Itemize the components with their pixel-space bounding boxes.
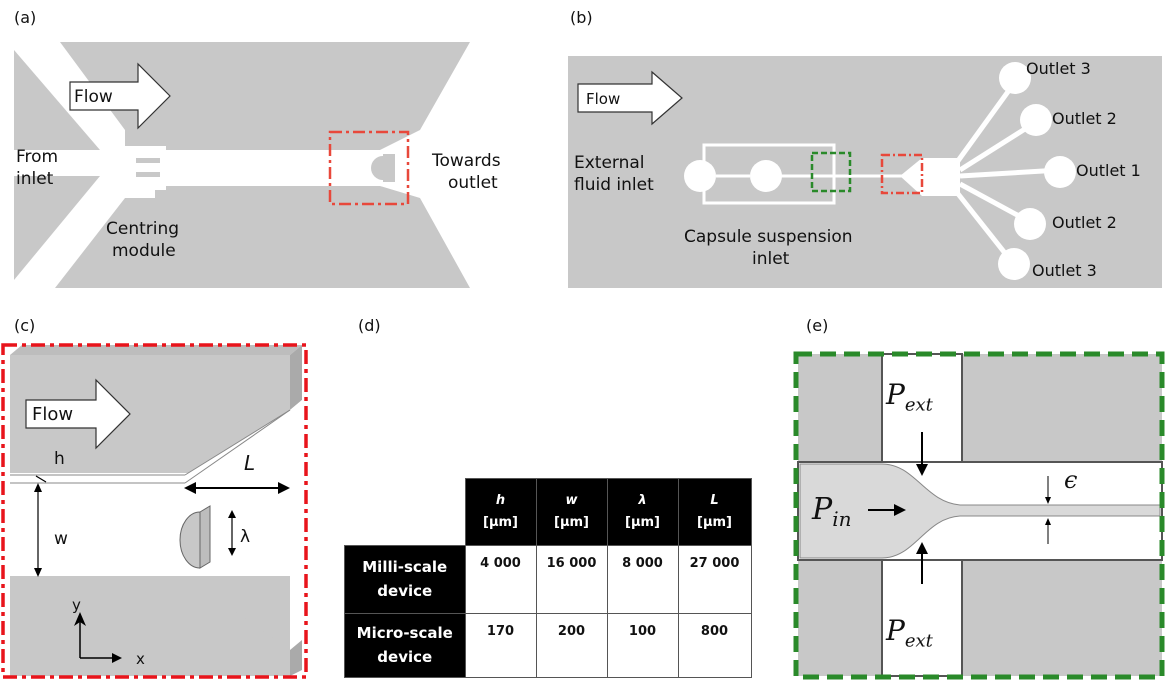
panel-c-flow-label: Flow — [32, 404, 74, 425]
panel-b-flow-label: Flow — [586, 90, 621, 108]
panel-c-h-label: h — [54, 449, 65, 469]
table-cell: 16 000 — [535, 544, 608, 614]
panel-b-outlet-1: Outlet 1 — [1076, 161, 1141, 180]
panel-c-flow-arrow — [25, 378, 131, 450]
table-row: Micro-scale device 170 200 100 800 — [344, 612, 752, 678]
panel-a-centring-1: Centring — [106, 219, 180, 239]
col-L: L [µm] — [677, 478, 752, 546]
panel-b-capsule-2: inlet — [752, 249, 790, 269]
panel-c-y-label: y — [72, 596, 81, 614]
panel-c-frame — [1, 343, 308, 679]
panel-b-capsule-1: Capsule suspension — [684, 227, 853, 247]
panel-d-letter: (d) — [358, 316, 381, 335]
panel-a-towards-2: outlet — [448, 173, 498, 193]
panel-a-flow-label: Flow — [74, 87, 113, 107]
panel-a-towards-1: Towards — [432, 151, 501, 171]
col-w: w [µm] — [535, 478, 608, 546]
panel-e-epsilon: ϵ — [1064, 466, 1078, 494]
panel-e-p-ext-bottom: Pext — [886, 614, 933, 652]
panel-e-frame — [793, 351, 1165, 680]
panel-c-x-label: x — [136, 650, 145, 668]
panel-b-outlet-3-bottom: Outlet 3 — [1032, 261, 1097, 280]
panel-b-external-inlet — [684, 160, 716, 192]
panel-b-capsule-inlet — [750, 160, 782, 192]
panel-b-outlet-2-bottom: Outlet 2 — [1052, 213, 1117, 232]
col-h: h [µm] — [464, 478, 537, 546]
table-row: Milli-scale device 4 000 16 000 8 000 27 … — [344, 544, 752, 614]
panel-a-from-inlet-1: From — [16, 147, 59, 167]
panel-b-external-1: External — [574, 153, 645, 173]
panel-b-letter: (b) — [570, 8, 593, 27]
panel-b-outlet-2-top: Outlet 2 — [1052, 109, 1117, 128]
panel-c-w-label: w — [54, 529, 68, 549]
panel-a-letter: (a) — [14, 8, 37, 27]
table-cell: 170 — [464, 612, 537, 678]
panel-e-p-in: Pin — [812, 492, 852, 531]
table-cell: 100 — [606, 612, 679, 678]
panel-e-p-ext-top: Pext — [886, 378, 933, 416]
panel-b-external-2: fluid inlet — [574, 175, 654, 195]
panel-b-flow-arrow — [577, 70, 683, 126]
panel-e-letter: (e) — [806, 316, 829, 335]
dimensions-table: h [µm] w [µm] λ [µm] L [µm] Milli-scale devic… — [344, 478, 752, 678]
panel-a-centring-2: module — [112, 241, 176, 261]
panel-a-from-inlet-2: inlet — [16, 169, 54, 189]
panel-c-lambda-label: λ — [240, 527, 251, 547]
panel-a-flow-arrow — [69, 62, 171, 130]
panel-a-zoom-box — [328, 130, 410, 206]
row-label: Milli-scale device — [344, 544, 466, 614]
panel-b-outlet-3-top: Outlet 3 — [1026, 59, 1091, 78]
panel-c-L-label: L — [244, 451, 256, 475]
col-lambda: λ [µm] — [606, 478, 679, 546]
table-cell: 800 — [677, 612, 752, 678]
panel-c-letter: (c) — [14, 316, 36, 335]
